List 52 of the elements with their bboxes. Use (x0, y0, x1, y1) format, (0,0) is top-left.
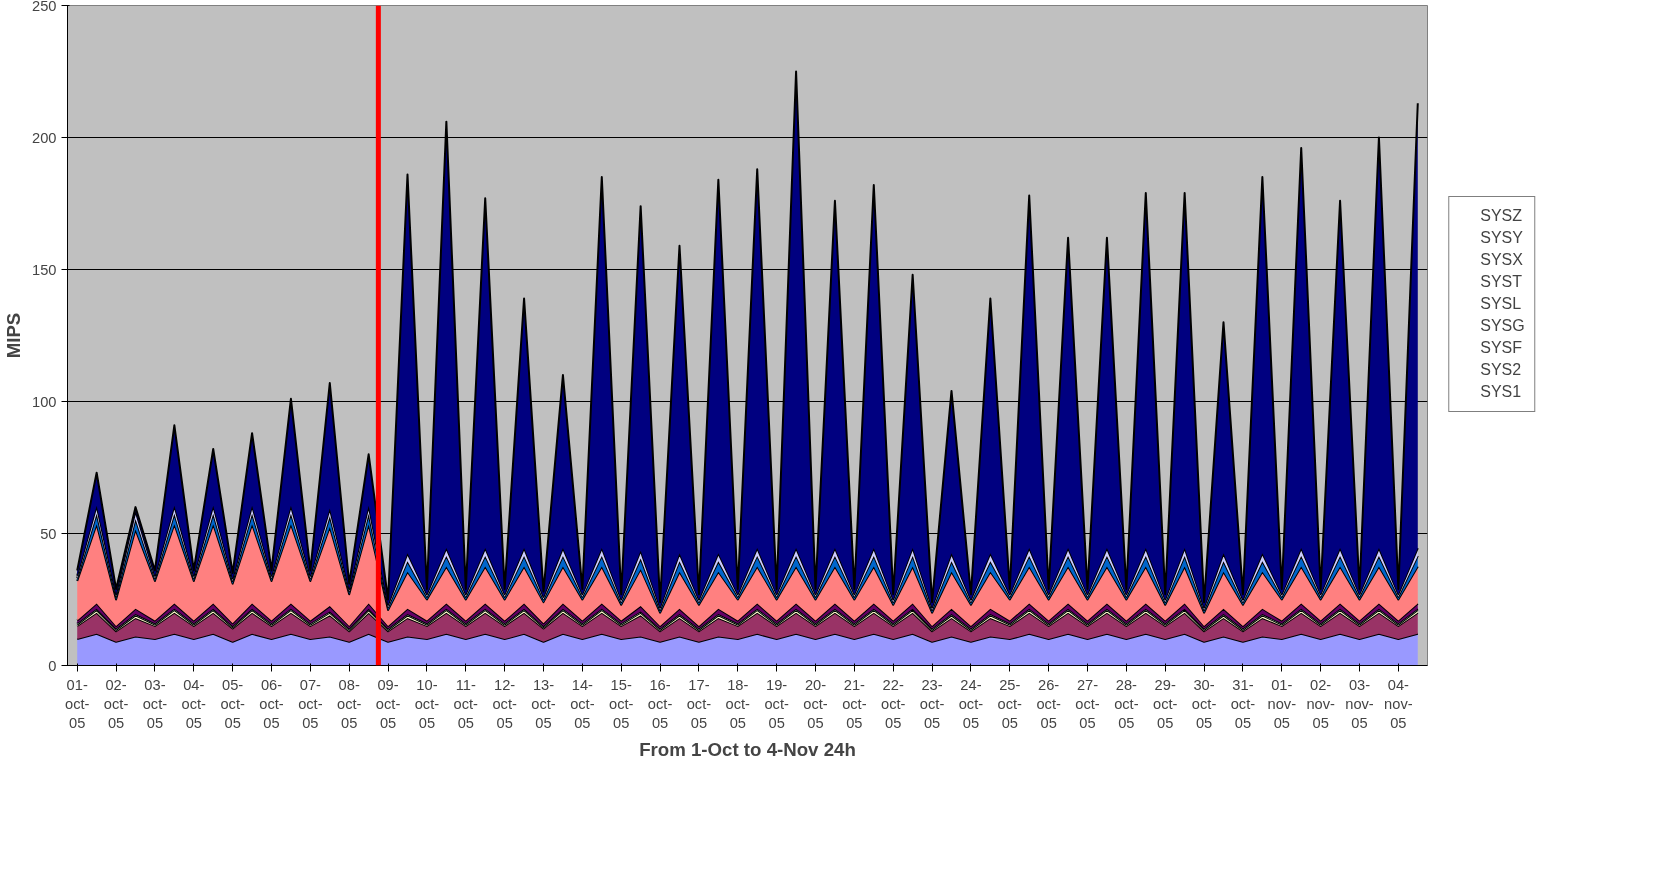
x-tick-label: 16-oct-05 (647, 676, 673, 731)
text: SYSZ (1480, 207, 1523, 225)
x-tick-label: 10-oct-05 (414, 676, 440, 731)
x-tick-label: 30-oct-05 (1191, 676, 1217, 731)
x-tick-label: 09-oct-05 (375, 676, 401, 731)
x-tick-label: 15-oct-05 (609, 676, 634, 731)
x-tick-label: 07-oct-05 (298, 676, 323, 731)
x-tick-label: 08-oct-05 (337, 676, 362, 731)
x-tick-label: 20-oct-05 (803, 676, 828, 731)
y-tick-label: 100 (32, 393, 57, 410)
x-tick-label: 04-nov-05 (1384, 676, 1413, 731)
text: SYSL (1480, 295, 1522, 313)
x-tick-label: 12-oct-05 (492, 676, 517, 731)
x-tick-label: 31-oct-05 (1230, 676, 1256, 731)
x-tick-label: 21-oct-05 (842, 676, 867, 731)
x-tick-label: 24-oct-05 (958, 676, 984, 731)
x-tick-label: 01-nov-05 (1267, 676, 1297, 731)
x-tick-label: 22-oct-05 (881, 676, 906, 731)
x-tick-label: 02-oct-05 (103, 676, 129, 731)
x-tick-label: 27-oct-05 (1075, 676, 1100, 731)
x-tick-label: 03-nov-05 (1345, 676, 1374, 731)
x-tick-label: 05-oct-05 (220, 676, 245, 731)
x-tick-label: 11-oct-05 (453, 676, 479, 731)
x-tick-label: 23-oct-05 (919, 676, 945, 731)
y-tick-label: 0 (48, 657, 57, 674)
x-tick-label: 04-oct-05 (181, 676, 207, 731)
y-tick-label: 50 (40, 525, 57, 542)
x-tick-label: 01-oct-05 (65, 676, 90, 731)
x-tick-label: 25-oct-05 (997, 676, 1023, 731)
x-tick-label: 13-oct-05 (531, 676, 556, 731)
text: SYSG (1480, 317, 1525, 335)
x-tick-label: 17-oct-05 (686, 676, 712, 731)
text: SYSX (1480, 251, 1523, 269)
x-tick-label: 02-nov-05 (1306, 676, 1336, 731)
x-tick-label: 14-oct-05 (570, 676, 595, 731)
x-tick-label: 03-oct-05 (142, 676, 168, 731)
text: SYS2 (1480, 361, 1522, 379)
text: SYSY (1480, 229, 1523, 247)
x-tick-label: 19-oct-05 (764, 676, 789, 731)
text: SYSF (1480, 339, 1523, 357)
x-tick-label: 29-oct-05 (1153, 676, 1178, 731)
y-axis-title: MIPS (3, 312, 25, 359)
y-tick-label: 150 (32, 261, 57, 278)
x-tick-label: 06-oct-05 (259, 676, 284, 731)
x-tick-label: 18-oct-05 (725, 676, 751, 731)
text: SYST (1480, 273, 1523, 291)
y-tick-label: 200 (32, 129, 57, 146)
text: SYS1 (1480, 383, 1522, 401)
x-tick-label: 26-oct-05 (1036, 676, 1061, 731)
x-axis-title: From 1-Oct to 4-Nov 24h (639, 738, 856, 760)
x-tick-label: 28-oct-05 (1114, 676, 1139, 731)
y-tick-label: 250 (32, 0, 57, 14)
